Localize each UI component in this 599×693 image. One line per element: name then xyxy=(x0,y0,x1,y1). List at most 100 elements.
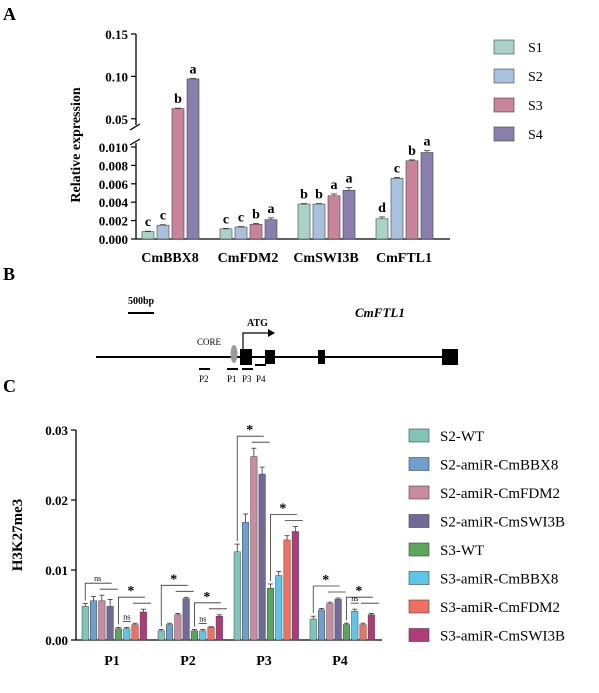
legend-swatch-a-S3 xyxy=(493,97,515,113)
panel-label-b: B xyxy=(3,264,15,284)
bar-a-CmBBX8-S1 xyxy=(141,231,155,240)
bar-c-P2-S2-amiR-CmSWI3B xyxy=(182,598,190,641)
bar-c-P1-S2-WT xyxy=(81,606,89,641)
bar-a-CmBBX8-S2 xyxy=(156,224,170,240)
bar-c-P3-S3-amiR-CmSWI3B xyxy=(291,531,299,641)
bar-a-CmBBX8-S4 xyxy=(186,78,200,240)
sig-bracket-c-bottom xyxy=(194,602,221,627)
sig-letter-a: d xyxy=(378,201,386,216)
y-tick-label-c: 0.02 xyxy=(45,493,68,508)
bar-a-CmBBX8-S3 xyxy=(171,108,185,240)
sig-mark-c-top: * xyxy=(246,423,253,438)
sig-mark-c-inner: ns xyxy=(123,612,130,621)
bar-c-P3-S2-amiR-CmSWI3B xyxy=(258,473,266,641)
bar-a-CmFTL1-S2 xyxy=(390,177,404,240)
legend-swatch-c-S2-WT xyxy=(408,428,430,443)
legend-label-c-S2-WT: S2-WT xyxy=(440,429,484,445)
bar-c-P3-S3-WT xyxy=(266,587,274,641)
x-tick-label-c: P3 xyxy=(256,654,272,669)
bar-c-P2-S2-amiR-CmFDM2 xyxy=(174,614,182,641)
y-tick-label-a-lower: 0.008 xyxy=(99,158,129,173)
sig-mark-c-inner: ns xyxy=(199,615,206,624)
y-tick-label-a-lower: 0.002 xyxy=(99,214,128,229)
bar-c-P1-S3-amiR-CmBBX8 xyxy=(123,628,131,641)
bar-c-P4-S3-amiR-CmFDM2 xyxy=(359,624,367,641)
core-label: CORE xyxy=(197,337,222,347)
bar-a-CmFTL1-S1 xyxy=(375,218,389,240)
bar-c-P4-S2-amiR-CmSWI3B xyxy=(334,599,342,641)
legend-label-c-S3-amiR-CmBBX8: S3-amiR-CmBBX8 xyxy=(440,572,558,588)
sig-letter-a: c xyxy=(394,161,400,176)
sig-mark-c-top: ns xyxy=(94,574,101,583)
gene-name: CmFTL1 xyxy=(355,305,405,320)
sig-letter-a: a xyxy=(331,178,338,193)
bar-a-CmFDM2-S2 xyxy=(234,226,248,240)
y-axis-label-a: Relative expression xyxy=(69,87,84,202)
sig-mark-c-inner: ns xyxy=(351,594,358,603)
sig-mark-c-bottom: * xyxy=(203,590,210,605)
x-tick-label-a: CmFTL1 xyxy=(376,251,432,266)
bar-a-CmSWI3B-S1 xyxy=(297,203,311,240)
legend-label-c-S2-amiR-CmBBX8: S2-amiR-CmBBX8 xyxy=(440,458,558,474)
tss-arrow-head xyxy=(268,329,275,337)
x-tick-label-a: CmBBX8 xyxy=(141,251,199,266)
bar-c-P2-S2-WT xyxy=(157,630,165,641)
y-tick-label-c: 0.00 xyxy=(45,633,68,648)
legend-label-a-S2: S2 xyxy=(528,70,543,85)
y-tick-label-a-upper: 0.05 xyxy=(105,112,128,127)
bar-c-P4-S3-WT xyxy=(342,624,350,641)
legend-label-c-S2-amiR-CmSWI3B: S2-amiR-CmSWI3B xyxy=(440,515,565,531)
bar-c-P3-S2-WT xyxy=(233,551,241,641)
chart-c: 0.000.010.020.03H3K27me3ns*nsP1**nsP2**P… xyxy=(10,423,565,669)
y-tick-label-a-upper: 0.15 xyxy=(105,27,128,42)
sig-letter-a: c xyxy=(145,215,151,230)
sig-bracket-c-bottom xyxy=(270,514,297,581)
core-element xyxy=(230,345,238,363)
bar-c-P1-S2-amiR-CmFDM2 xyxy=(98,600,106,641)
sig-letter-a: b xyxy=(174,92,182,107)
bar-c-P3-S2-amiR-CmFDM2 xyxy=(250,456,258,641)
sig-letter-a: a xyxy=(346,171,353,186)
x-tick-label-a: CmSWI3B xyxy=(293,251,358,266)
bar-c-P1-S3-WT xyxy=(114,628,122,641)
y-tick-label-a-upper: 0.10 xyxy=(105,69,128,84)
bar-c-P3-S3-amiR-CmBBX8 xyxy=(275,575,283,641)
legend-label-c-S2-amiR-CmFDM2: S2-amiR-CmFDM2 xyxy=(440,486,560,502)
x-tick-label-c: P2 xyxy=(180,654,196,669)
legend-swatch-c-S2-amiR-CmBBX8 xyxy=(408,457,430,471)
sig-letter-a: b xyxy=(252,207,260,222)
legend-swatch-c-S2-amiR-CmSWI3B xyxy=(408,514,430,528)
bar-c-P4-S2-WT xyxy=(309,618,317,641)
bar-a-CmSWI3B-S2 xyxy=(312,203,326,240)
y-tick-label-a-lower: 0.000 xyxy=(99,232,128,247)
bar-c-P2-S3-WT xyxy=(190,630,198,641)
sig-bracket-c-top xyxy=(236,435,264,542)
bar-a-CmFDM2-S4 xyxy=(264,219,278,240)
sig-bracket-c-top xyxy=(84,582,112,601)
bar-c-P1-S2-amiR-CmSWI3B xyxy=(106,606,114,641)
sig-bracket-c-bottom xyxy=(118,596,145,625)
sig-bracket-c-top xyxy=(160,584,188,627)
legend-swatch-c-S3-amiR-CmBBX8 xyxy=(408,571,430,585)
primer-p1-label: P1 xyxy=(227,374,237,384)
bar-c-P3-S2-amiR-CmBBX8 xyxy=(242,522,250,641)
y-tick-label-a-lower: 0.010 xyxy=(99,140,128,155)
legend-label-c-S3-amiR-CmSWI3B: S3-amiR-CmSWI3B xyxy=(440,629,565,645)
legend-swatch-c-S3-amiR-CmSWI3B xyxy=(408,628,430,642)
legend-label-a-S4: S4 xyxy=(528,128,543,143)
panel-label-a: A xyxy=(3,4,16,24)
sig-bracket-c-bottom xyxy=(346,596,373,621)
legend-swatch-c-S2-amiR-CmFDM2 xyxy=(408,485,430,500)
sig-mark-c-bottom: * xyxy=(127,584,134,599)
sig-letter-a: b xyxy=(408,144,416,159)
legend-label-a-S1: S1 xyxy=(528,41,543,56)
bar-c-P4-S3-amiR-CmBBX8 xyxy=(351,611,359,641)
bar-c-P4-S2-amiR-CmFDM2 xyxy=(326,603,334,641)
sig-letter-a: a xyxy=(190,63,197,78)
bar-c-P1-S2-amiR-CmBBX8 xyxy=(90,600,98,641)
legend-swatch-a-S4 xyxy=(493,126,515,142)
sig-mark-c-bottom: * xyxy=(355,584,362,599)
bar-c-P2-S3-amiR-CmSWI3B xyxy=(215,615,223,641)
bar-c-P4-S2-amiR-CmBBX8 xyxy=(318,609,326,641)
